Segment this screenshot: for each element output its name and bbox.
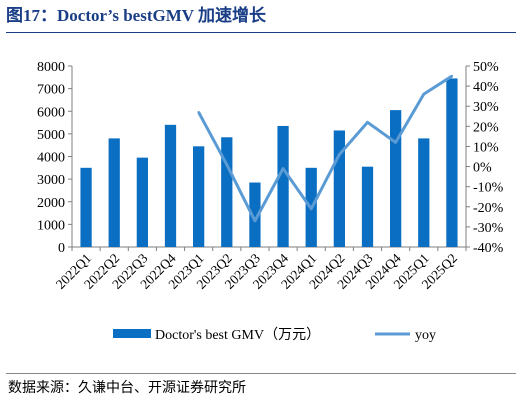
bar-2022Q1 xyxy=(80,167,92,247)
right-tick-label: 0% xyxy=(473,161,492,176)
yoy-point-2024Q4 xyxy=(394,141,397,144)
figure-title: 图17：Doctor’s bestGMV 加速增长 xyxy=(6,6,266,25)
left-tick-label: 7000 xyxy=(37,83,65,98)
bar-2024Q3 xyxy=(361,166,374,247)
bar-2022Q2 xyxy=(108,138,120,247)
bar-2025Q1 xyxy=(418,138,430,247)
bar-2023Q4 xyxy=(277,125,289,247)
bar-2022Q4 xyxy=(164,124,177,247)
yoy-point-2024Q3 xyxy=(366,121,369,124)
left-tick-label: 4000 xyxy=(37,151,65,166)
yoy-point-2023Q1 xyxy=(197,111,200,114)
bar-2023Q3 xyxy=(249,182,261,247)
right-tick-label: 30% xyxy=(473,100,499,115)
right-tick-label: -10% xyxy=(473,181,504,196)
bar-2024Q2 xyxy=(333,130,345,247)
legend-bar-swatch xyxy=(113,329,151,338)
left-tick-label: 2000 xyxy=(37,196,65,211)
right-tick-label: 40% xyxy=(473,80,499,95)
data-source: 数据来源：久谦中台、开源证券研究所 xyxy=(8,381,246,396)
title-divider xyxy=(6,32,516,33)
yoy-point-2024Q1 xyxy=(310,207,313,210)
yoy-point-2025Q2 xyxy=(450,74,454,78)
right-tick-label: 50% xyxy=(473,60,499,75)
yoy-point-2023Q4 xyxy=(281,167,285,170)
left-tick-label: 3000 xyxy=(37,173,65,188)
bar-2023Q2 xyxy=(221,137,233,247)
gmv-chart: 0 1000 2000 3000 4000 5000 6000 7000 8000 -40% -30… xyxy=(37,60,504,343)
left-tick-label: 6000 xyxy=(37,105,65,120)
left-tick-label: 5000 xyxy=(37,128,65,143)
right-tick-label: -20% xyxy=(473,201,504,216)
left-tick-label: 8000 xyxy=(37,60,65,75)
yoy-point-2025Q1 xyxy=(422,92,425,96)
bar-2025Q2 xyxy=(446,78,458,247)
right-tick-label: 20% xyxy=(473,120,499,135)
right-tick-label: 10% xyxy=(473,140,499,155)
footer-divider xyxy=(6,373,516,374)
yoy-point-2023Q3 xyxy=(253,219,257,223)
bar-2023Q1 xyxy=(193,146,205,247)
legend-bar-label: Doctor's best GMV（万元） xyxy=(155,327,320,343)
right-tick-label: -30% xyxy=(473,221,504,236)
yoy-point-2023Q2 xyxy=(225,163,228,166)
right-tick-label: -40% xyxy=(473,241,504,256)
left-tick-label: 1000 xyxy=(37,218,65,233)
yoy-line xyxy=(197,74,453,223)
yoy-point-2024Q2 xyxy=(338,153,341,156)
chart-area: 0 1000 2000 3000 4000 5000 6000 7000 8000 -40% -30… xyxy=(0,36,522,372)
legend-line-label: yoy xyxy=(415,328,436,343)
bar-2022Q3 xyxy=(136,157,148,247)
bar-2024Q4 xyxy=(390,110,402,248)
left-tick-label: 0 xyxy=(58,241,65,256)
